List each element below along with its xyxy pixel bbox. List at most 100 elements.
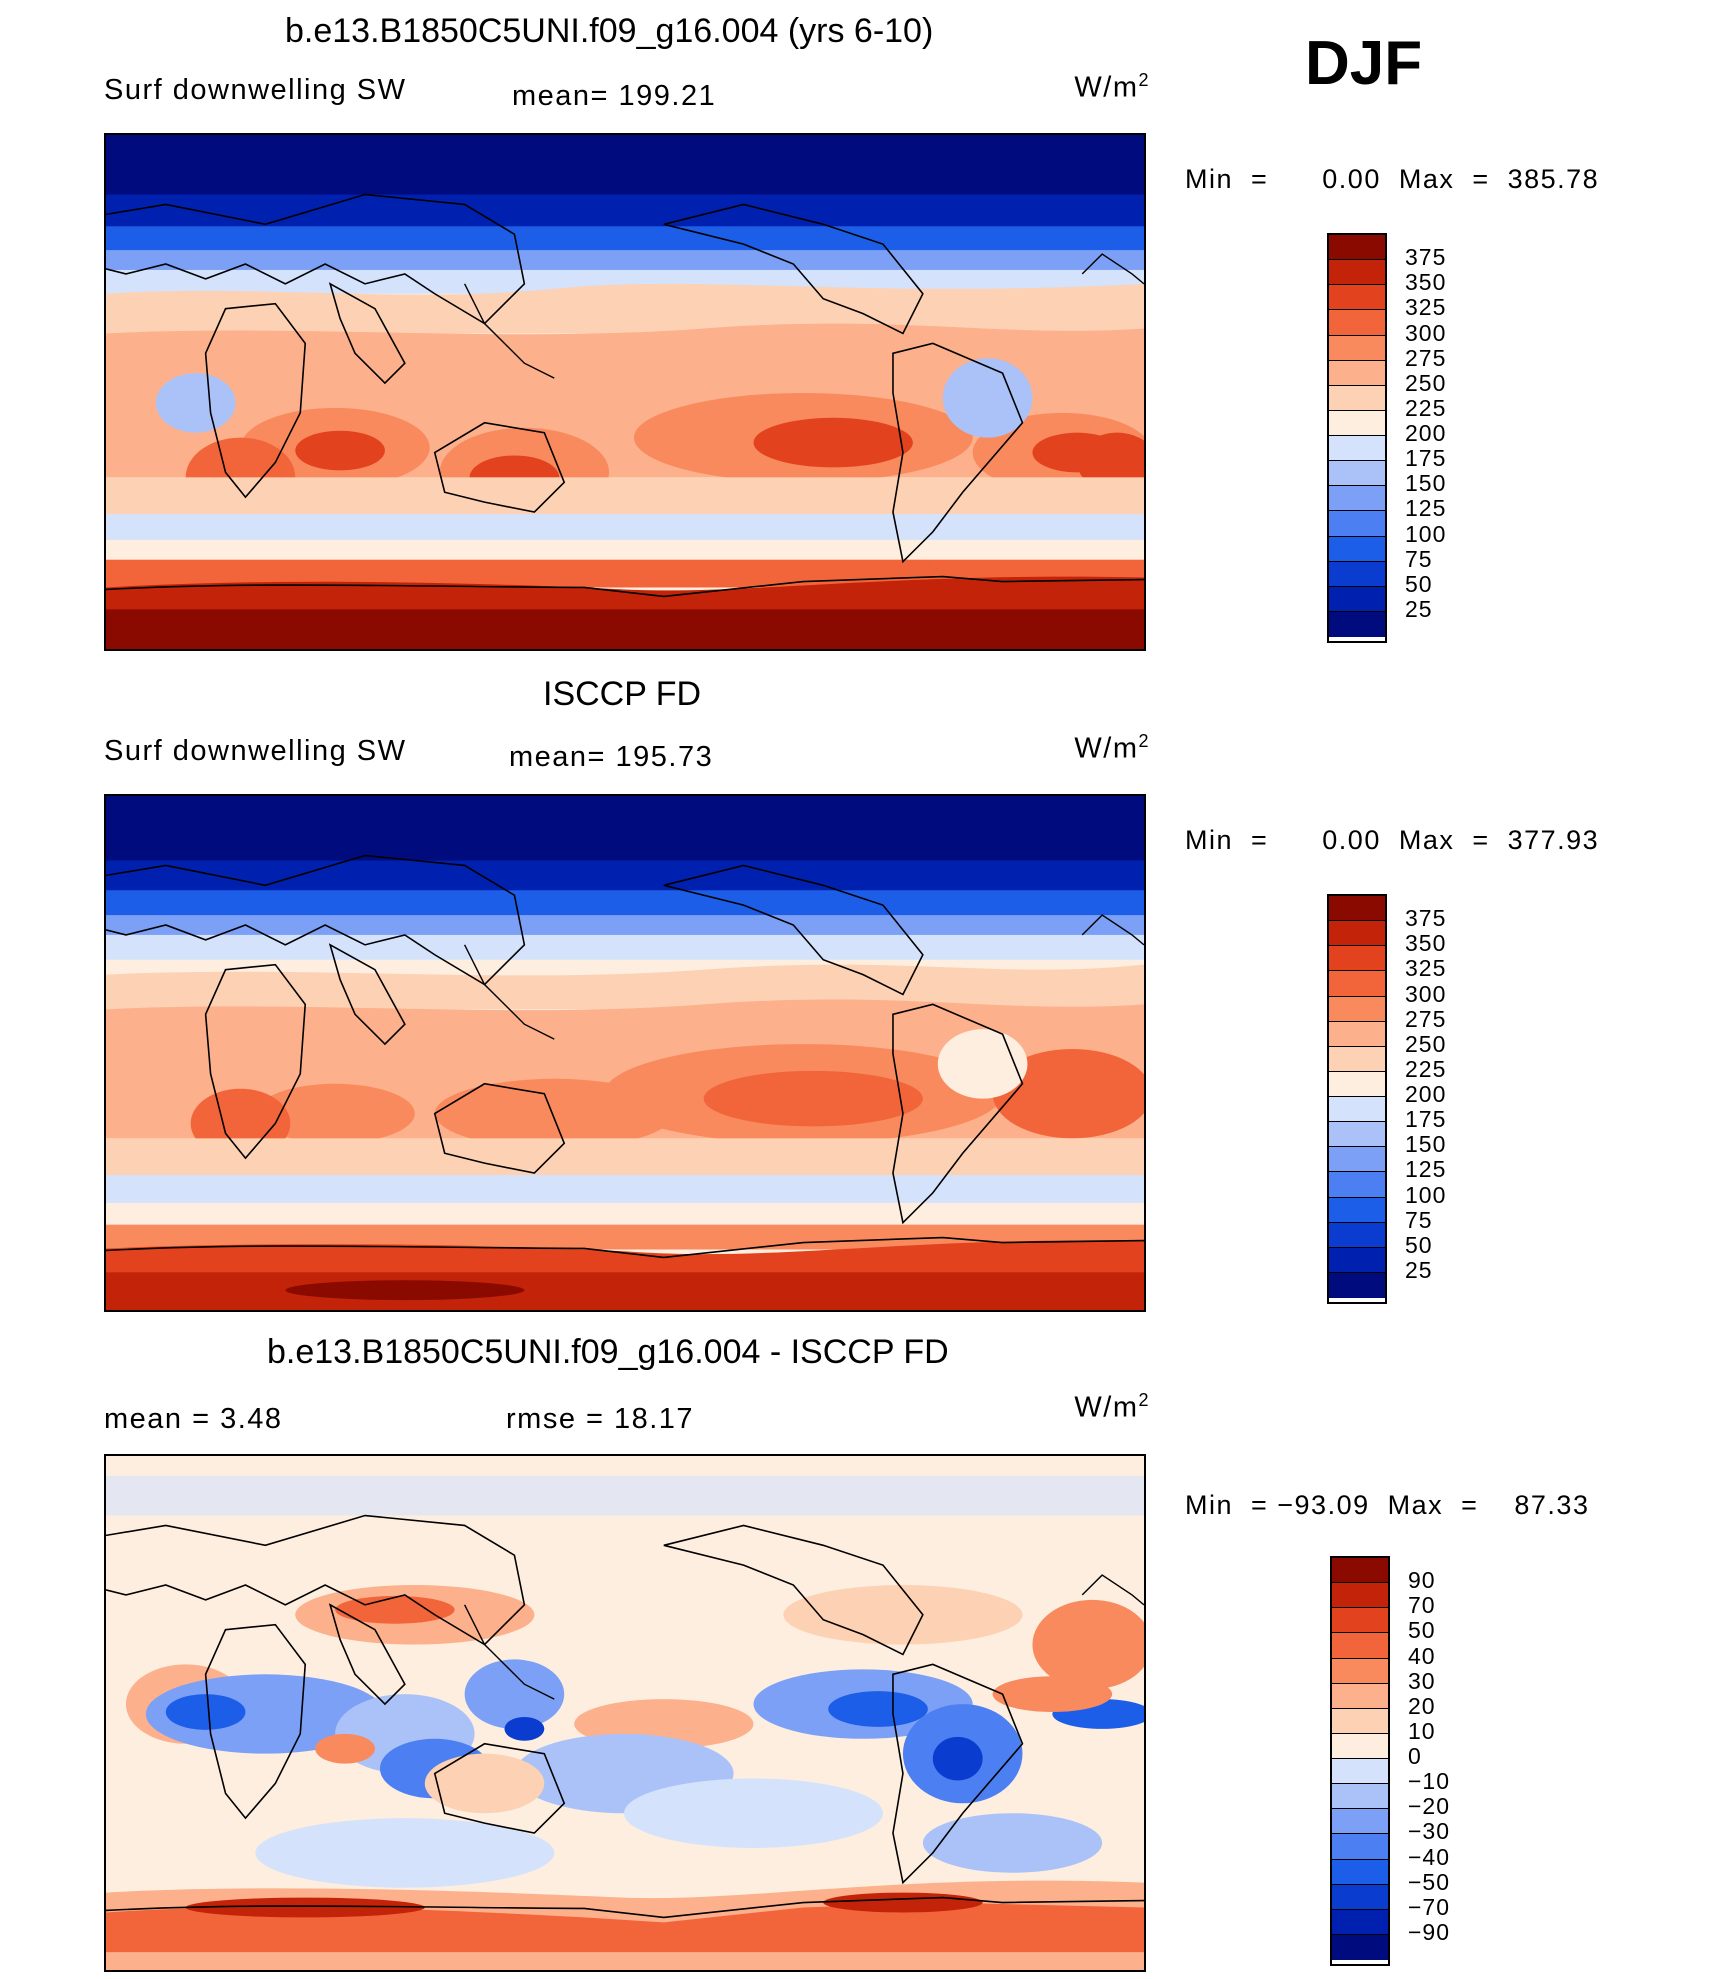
mean-label: mean= 195.73 bbox=[509, 741, 714, 773]
colorbar-tick-label: 20 bbox=[1408, 1692, 1436, 1719]
colorbar-tick-label: 50 bbox=[1405, 1231, 1433, 1258]
colorbar-tick-label: 50 bbox=[1408, 1617, 1436, 1644]
map-difference-svg bbox=[106, 1456, 1144, 1970]
colorbar-tick-label: 100 bbox=[1405, 1181, 1447, 1208]
colorbar-swatch bbox=[1329, 285, 1385, 311]
colorbar-swatch bbox=[1332, 1608, 1388, 1634]
min-max-label: Min = −93.09 Max = 87.33 bbox=[1185, 1490, 1590, 1520]
colorbar-swatch bbox=[1329, 996, 1385, 1022]
colorbar-tick-label: 50 bbox=[1405, 570, 1433, 597]
variable-label: Surf downwelling SW bbox=[104, 74, 407, 106]
colorbar-swatch bbox=[1329, 511, 1385, 537]
panel-title: ISCCP FD bbox=[543, 675, 702, 713]
colorbar-swatch bbox=[1329, 1046, 1385, 1072]
mean-label: mean= 199.21 bbox=[512, 80, 717, 112]
colorbar-tick-label: 275 bbox=[1405, 344, 1447, 371]
colorbar-tick-label: 375 bbox=[1405, 244, 1447, 271]
min-max-label: Min = 0.00 Max = 385.78 bbox=[1185, 164, 1600, 194]
colorbar-swatch bbox=[1329, 410, 1385, 436]
colorbar-tick-label: 175 bbox=[1405, 1106, 1447, 1133]
colorbar-tick-label: −50 bbox=[1408, 1868, 1451, 1895]
map-model-svg bbox=[106, 135, 1144, 649]
colorbar-tick-label: 325 bbox=[1405, 294, 1447, 321]
colorbar-swatch bbox=[1329, 1122, 1385, 1148]
colorbar bbox=[1327, 233, 1387, 643]
colorbar-swatch bbox=[1329, 385, 1385, 411]
map-observation-field bbox=[104, 794, 1146, 1312]
colorbar-swatch bbox=[1329, 436, 1385, 462]
colorbar-swatch bbox=[1329, 611, 1385, 637]
colorbar-tick-label: −10 bbox=[1408, 1768, 1451, 1795]
colorbar-swatch bbox=[1332, 1658, 1388, 1684]
colorbar-swatch bbox=[1329, 1272, 1385, 1298]
colorbar-tick-label: −70 bbox=[1408, 1893, 1451, 1920]
colorbar-tick-label: 200 bbox=[1405, 1081, 1447, 1107]
variable-label: Surf downwelling SW bbox=[104, 735, 407, 767]
colorbar-tick-label: 250 bbox=[1405, 1030, 1447, 1057]
colorbar-tick-label: −30 bbox=[1408, 1818, 1451, 1845]
colorbar bbox=[1327, 894, 1387, 1304]
units-label: W/m2 bbox=[1074, 70, 1150, 104]
colorbar-swatch bbox=[1329, 235, 1385, 261]
colorbar-swatch bbox=[1329, 1197, 1385, 1223]
colorbar-swatch bbox=[1329, 921, 1385, 947]
colorbar-swatch bbox=[1329, 1247, 1385, 1273]
colorbar-swatch bbox=[1329, 1097, 1385, 1123]
colorbar-tick-label: 225 bbox=[1405, 394, 1447, 421]
units-label: W/m2 bbox=[1074, 731, 1150, 765]
colorbar-tick-label: 225 bbox=[1405, 1055, 1447, 1082]
colorbar-tick-label: 200 bbox=[1405, 420, 1447, 446]
colorbar-swatch bbox=[1329, 1147, 1385, 1173]
colorbar-tick-label: 75 bbox=[1405, 545, 1433, 572]
colorbar-swatch bbox=[1332, 1759, 1388, 1785]
colorbar-tick-label: 25 bbox=[1405, 1256, 1433, 1283]
colorbar-swatch bbox=[1329, 461, 1385, 487]
colorbar-swatch bbox=[1332, 1884, 1388, 1910]
colorbar-tick-label: 125 bbox=[1405, 1156, 1447, 1183]
colorbar-swatch bbox=[1329, 561, 1385, 587]
colorbar-swatch bbox=[1329, 360, 1385, 386]
colorbar-swatch bbox=[1332, 1583, 1388, 1609]
colorbar-swatch bbox=[1332, 1633, 1388, 1659]
colorbar-swatch bbox=[1332, 1859, 1388, 1885]
colorbar-tick-label: 275 bbox=[1405, 1005, 1447, 1032]
colorbar-swatch bbox=[1332, 1784, 1388, 1810]
colorbar-tick-label: −20 bbox=[1408, 1793, 1451, 1820]
colorbar-swatch bbox=[1329, 1172, 1385, 1198]
colorbar-tick-label: 300 bbox=[1405, 319, 1447, 346]
mean-label: mean = 3.48 bbox=[104, 1403, 283, 1435]
colorbar bbox=[1330, 1556, 1390, 1966]
colorbar-tick-label: 90 bbox=[1408, 1567, 1436, 1594]
colorbar-swatch bbox=[1332, 1708, 1388, 1734]
panel-title: b.e13.B1850C5UNI.f09_g16.004 - ISCCP FD bbox=[267, 1333, 949, 1371]
colorbar-tick-label: −40 bbox=[1408, 1843, 1451, 1870]
colorbar-swatch bbox=[1329, 536, 1385, 562]
colorbar-swatch bbox=[1329, 946, 1385, 972]
colorbar-swatch bbox=[1332, 1683, 1388, 1709]
colorbar-tick-label: 40 bbox=[1408, 1642, 1436, 1669]
colorbar-swatch bbox=[1329, 971, 1385, 997]
season-label: DJF bbox=[1305, 29, 1423, 98]
colorbar-swatch bbox=[1329, 335, 1385, 361]
map-difference-field bbox=[104, 1454, 1146, 1972]
colorbar-tick-label: 350 bbox=[1405, 930, 1447, 957]
colorbar-tick-label: 175 bbox=[1405, 445, 1447, 472]
colorbar-swatch bbox=[1329, 586, 1385, 612]
colorbar-swatch bbox=[1332, 1834, 1388, 1860]
rmse-label: rmse = 18.17 bbox=[506, 1403, 695, 1435]
colorbar-tick-label: 300 bbox=[1405, 980, 1447, 1007]
colorbar-tick-label: 0 bbox=[1408, 1743, 1422, 1769]
colorbar-tick-label: 350 bbox=[1405, 269, 1447, 296]
colorbar-swatch bbox=[1332, 1934, 1388, 1960]
colorbar-swatch bbox=[1332, 1733, 1388, 1759]
colorbar-tick-label: 70 bbox=[1408, 1592, 1436, 1619]
colorbar-swatch bbox=[1332, 1558, 1388, 1584]
map-observation-svg bbox=[106, 796, 1144, 1310]
colorbar-tick-label: 125 bbox=[1405, 495, 1447, 522]
colorbar-tick-label: 150 bbox=[1405, 1131, 1447, 1158]
min-max-label: Min = 0.00 Max = 377.93 bbox=[1185, 825, 1600, 855]
panel-title: b.e13.B1850C5UNI.f09_g16.004 (yrs 6-10) bbox=[285, 12, 934, 50]
colorbar-swatch bbox=[1332, 1909, 1388, 1935]
colorbar-swatch bbox=[1329, 896, 1385, 922]
colorbar-swatch bbox=[1329, 1222, 1385, 1248]
